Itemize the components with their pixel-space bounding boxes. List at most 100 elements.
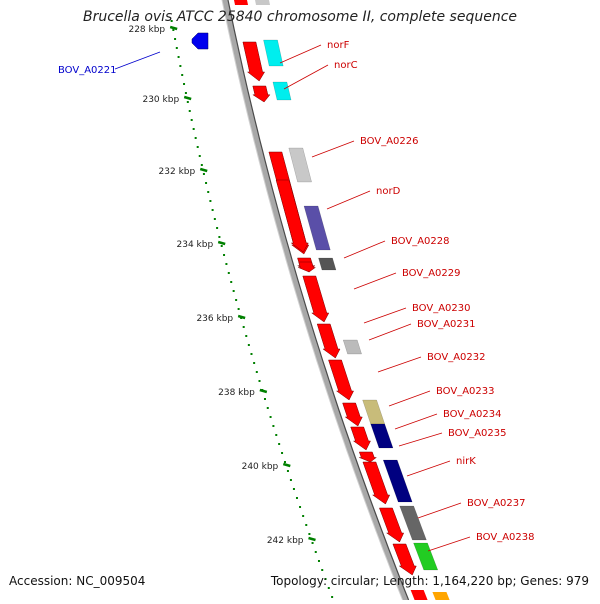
gene-arrow-BOV_A0231 xyxy=(316,323,341,359)
cog-category-box xyxy=(318,257,337,271)
leader-line xyxy=(283,64,329,90)
accession-text: Accession: NC_009504 xyxy=(9,574,146,588)
scale-dot xyxy=(181,74,184,76)
scale-dot xyxy=(242,326,245,328)
scale-dot xyxy=(283,461,286,463)
scale-dot xyxy=(258,380,261,382)
gene-label: BOV_A0221 xyxy=(58,65,117,76)
scale-dot xyxy=(247,344,250,346)
scale-dot xyxy=(250,353,253,355)
partial-gene-top xyxy=(234,0,249,5)
scale-label: 232 kbp xyxy=(159,167,196,177)
scale-dot xyxy=(188,110,191,112)
leader-line xyxy=(394,413,438,430)
scale-tick xyxy=(183,95,192,101)
gene-arrow-BOV_A0233 xyxy=(342,402,363,427)
scale-dot xyxy=(216,227,219,229)
scale-label: 228 kbp xyxy=(128,25,165,35)
scale-dot xyxy=(295,497,298,499)
scale-tick xyxy=(169,25,178,31)
scale-dot xyxy=(266,407,269,409)
scale-label: 236 kbp xyxy=(196,314,233,324)
gene-arrow-BOV_A0232 xyxy=(328,359,355,401)
gene-arrow-BOV_A0235 xyxy=(358,451,378,463)
leader-line xyxy=(388,390,431,407)
gene-arrow-BOV_A0238 xyxy=(392,543,417,576)
scale-dot xyxy=(190,119,193,121)
partial-cog-top xyxy=(255,0,271,5)
leader-line xyxy=(363,307,407,324)
scale-dot xyxy=(324,578,327,580)
gene-label: BOV_A0235 xyxy=(448,428,507,439)
gene-label: BOV_A0231 xyxy=(417,319,476,330)
gene-arrow-norC xyxy=(252,85,271,103)
scale-tick xyxy=(237,314,246,320)
label-layer: BOV_A0221 norF norC BOV_A0226 norD BOV_A0228 B… xyxy=(58,40,535,552)
gene-label: BOV_A0234 xyxy=(443,409,502,420)
scale-dot xyxy=(211,209,214,211)
cog-category-box xyxy=(272,81,292,101)
gene-arrow-nirK xyxy=(362,461,391,505)
gene-label: norF xyxy=(327,40,350,51)
scale-dot xyxy=(177,56,180,58)
scale-dot xyxy=(174,38,177,40)
gene-layer xyxy=(191,0,450,600)
scale-dot xyxy=(331,596,334,598)
gene-label: BOV_A0228 xyxy=(391,236,450,247)
leader-line xyxy=(427,536,471,552)
scale-dot xyxy=(305,524,308,526)
scale-dot xyxy=(269,416,272,418)
leader-line xyxy=(398,432,443,447)
cog-category-box xyxy=(362,399,386,425)
scale-tick xyxy=(199,167,208,173)
leader-line xyxy=(368,323,412,341)
scale-dot xyxy=(308,533,311,535)
cog-category-box xyxy=(263,39,284,67)
scale-dot xyxy=(286,470,289,472)
scale-dot xyxy=(172,29,175,31)
scale-dot xyxy=(202,173,205,175)
reverse-gene-BOV_A0221 xyxy=(191,32,209,50)
scale-dot xyxy=(223,254,226,256)
gene-label: BOV_A0226 xyxy=(360,136,419,147)
scale-label: 234 kbp xyxy=(177,240,214,250)
gene-label: norD xyxy=(376,186,401,197)
scale-dot xyxy=(230,281,233,283)
scale-dot xyxy=(272,425,275,427)
topology-text: Topology: circular; Length: 1,164,220 bp… xyxy=(270,574,589,588)
leader-line xyxy=(417,502,462,519)
scale-dot xyxy=(263,398,266,400)
scale-dot xyxy=(235,299,238,301)
scale-dot xyxy=(200,164,203,166)
scale-dot xyxy=(237,308,240,310)
gene-label: BOV_A0229 xyxy=(402,268,461,279)
scale-dot xyxy=(275,434,278,436)
gene-label: BOV_A0237 xyxy=(467,498,526,509)
scale-dot xyxy=(170,20,173,22)
leader-line xyxy=(311,140,355,158)
gene-arrow-BOV_A0237 xyxy=(379,507,405,543)
scale-dot xyxy=(183,83,186,85)
scale-dot xyxy=(311,542,314,544)
gene-label: BOV_A0233 xyxy=(436,386,495,397)
genome-backbone-highlight xyxy=(221,0,404,601)
cog-category-box xyxy=(288,147,312,183)
scale-dot xyxy=(327,587,330,589)
gene-arrow-BOV_A0229 xyxy=(298,261,317,273)
genome-backbone-edge xyxy=(227,0,410,601)
scale-dot xyxy=(186,101,189,103)
scale-dot xyxy=(179,65,182,67)
scale-dot xyxy=(317,560,320,562)
leader-line xyxy=(326,190,371,210)
scale-dot xyxy=(192,128,195,130)
scale-dot xyxy=(196,146,199,148)
scale-dot xyxy=(289,479,292,481)
scale-tick xyxy=(217,240,226,246)
cog-category-box xyxy=(413,542,439,571)
leader-line xyxy=(279,44,322,64)
cog-category-box xyxy=(342,339,362,355)
gene-label: BOV_A0232 xyxy=(427,352,486,363)
leader-line xyxy=(353,272,397,290)
